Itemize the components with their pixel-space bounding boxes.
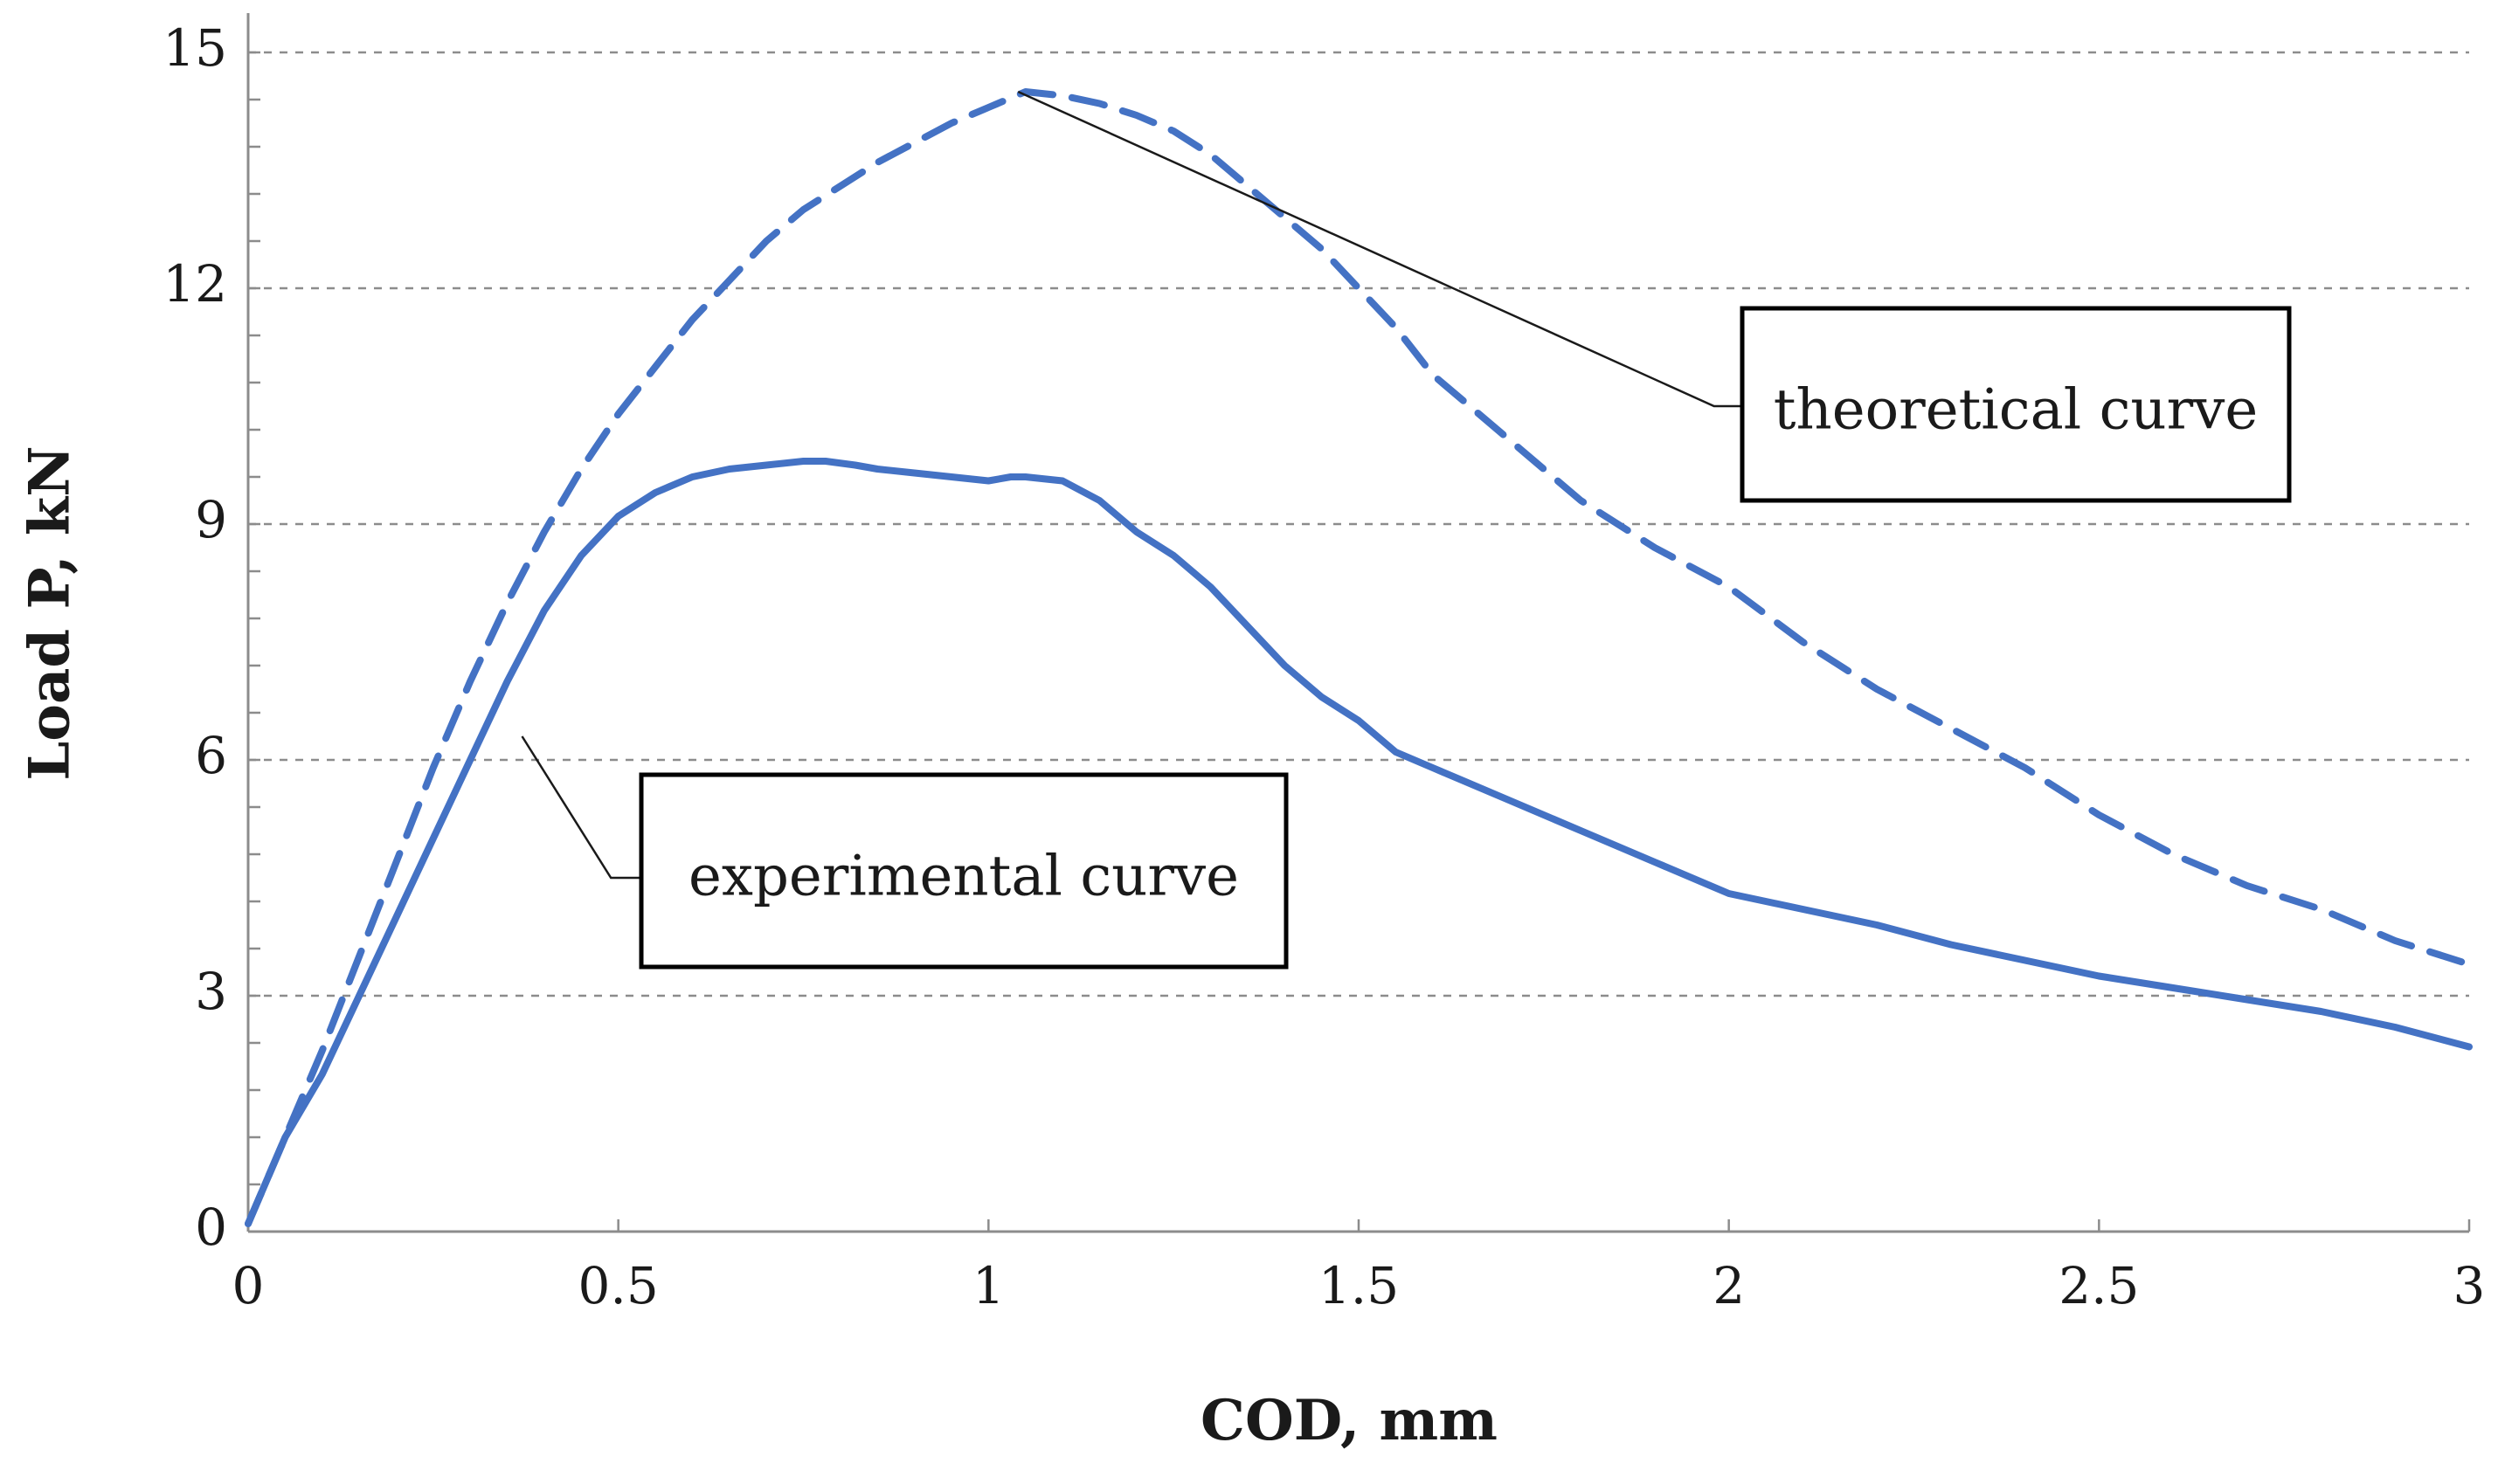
theoretical-leader-line [1017,90,1742,408]
x-axis-title: COD, mm [1201,1388,1498,1453]
x-tick-label-1: 0.5 [578,1256,659,1315]
y-tick-label-3: 9 [195,490,227,549]
theoretical-label-box [1740,306,2292,503]
theoretical-curve [245,88,2473,1227]
y-tick-label-4: 12 [163,254,227,314]
experimental-leader-line [521,735,641,880]
x-tick-label-6: 3 [2453,1256,2486,1315]
series [245,88,2473,1227]
y-tick-label-2: 6 [195,726,227,785]
experimental-label-box [639,772,1289,970]
x-tick-label-0: 0 [232,1256,265,1315]
y-axis-title: Load P, kN [17,445,83,780]
y-tick-label-1: 3 [195,962,227,1021]
x-tick-label-5: 2.5 [2059,1256,2139,1315]
y-tick-label-5: 15 [163,18,227,78]
x-tick-label-4: 2 [1713,1256,1745,1315]
x-tick-label-2: 1 [972,1256,1005,1315]
theoretical-label: theoretical curve [1774,378,2259,443]
annotations: theoretical curve experimental curve [521,90,2292,970]
axes: 0 3 6 9 12 15 0 0.5 1 1.5 2 2.5 3 [163,13,2485,1315]
experimental-label: experimental curve [689,845,1239,909]
experimental-curve [245,458,2473,1227]
y-tick-label-0: 0 [195,1198,227,1257]
x-tick-label-3: 1.5 [1318,1256,1399,1315]
